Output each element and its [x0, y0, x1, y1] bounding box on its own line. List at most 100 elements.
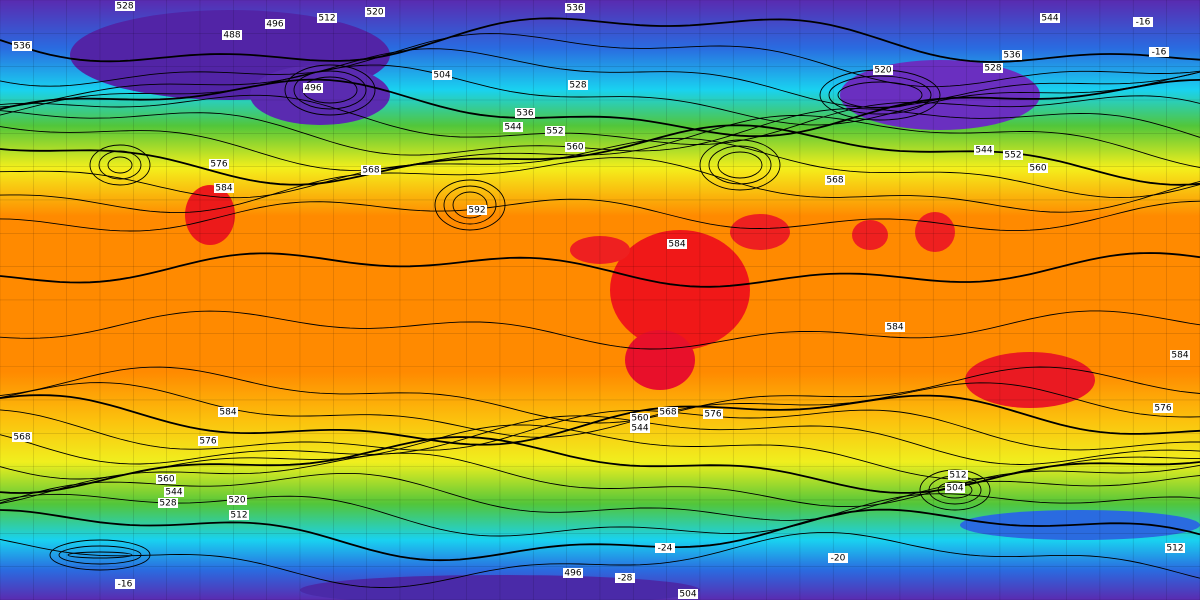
contour-line — [0, 33, 1200, 88]
label-box — [630, 423, 650, 433]
label-box — [227, 495, 247, 505]
contour-label: 576 — [704, 410, 721, 420]
contour-label: 488 — [223, 31, 240, 41]
contour-label: 584 — [886, 323, 903, 333]
label-box — [265, 19, 285, 29]
closed-contour — [937, 481, 973, 499]
contour-label: -24 — [658, 544, 673, 554]
label-box — [658, 407, 678, 417]
contour-line — [0, 493, 1200, 537]
contour-label: 576 — [199, 437, 216, 447]
contour-label: 528 — [159, 499, 176, 509]
label-box — [209, 159, 229, 169]
label-box — [1003, 150, 1023, 160]
contour-label: 544 — [165, 488, 182, 498]
contour-label: 504 — [679, 590, 696, 600]
label-box — [115, 579, 135, 589]
contour-line — [0, 472, 1200, 521]
contour-line — [0, 78, 1200, 138]
contour-line — [0, 198, 1200, 232]
closed-contour — [284, 64, 376, 116]
contour-label: 560 — [1029, 164, 1046, 174]
label-box — [667, 239, 687, 249]
label-box — [945, 483, 965, 493]
label-box — [164, 487, 184, 497]
label-box — [1133, 17, 1153, 27]
label-box — [974, 145, 994, 155]
label-box — [214, 183, 234, 193]
label-box — [885, 322, 905, 332]
contour-line — [0, 17, 1200, 63]
label-box — [630, 413, 650, 423]
contour-label: 584 — [215, 184, 232, 194]
label-box — [568, 80, 588, 90]
label-box — [615, 573, 635, 583]
contour-label: 584 — [1171, 351, 1188, 361]
contour-label: 536 — [1003, 51, 1020, 61]
label-box — [1170, 350, 1190, 360]
closed-contour — [293, 70, 367, 110]
contour-line — [0, 409, 1200, 451]
contour-label: 528 — [984, 64, 1001, 74]
contour-line — [0, 436, 1200, 494]
contour-label: 544 — [504, 123, 521, 133]
label-box — [1153, 403, 1173, 413]
label-box — [565, 142, 585, 152]
contour-label: 520 — [874, 66, 891, 76]
closed-contour — [699, 139, 781, 191]
contour-label: 568 — [826, 176, 843, 186]
label-box — [158, 498, 178, 508]
contour-line — [0, 366, 1200, 424]
label-box — [1028, 163, 1048, 173]
label-box — [361, 165, 381, 175]
contour-line — [0, 64, 1200, 126]
contour-line — [0, 157, 1200, 214]
contour-line — [0, 394, 1200, 446]
closed-contour — [717, 151, 763, 179]
label-box — [515, 108, 535, 118]
closed-contour — [98, 150, 142, 180]
contour-label: 536 — [516, 109, 533, 119]
label-box — [229, 510, 249, 520]
contour-label: 520 — [228, 496, 245, 506]
contour-label: 560 — [157, 475, 174, 485]
closed-contour — [58, 545, 142, 565]
contour-label: 568 — [362, 166, 379, 176]
label-box — [655, 543, 675, 553]
contour-line — [0, 508, 1200, 562]
contour-label: 504 — [946, 484, 963, 494]
label-box — [678, 589, 698, 599]
contour-label: 576 — [1154, 404, 1171, 414]
label-box — [432, 70, 452, 80]
contour-label: -16 — [1136, 18, 1151, 28]
contour-label: 528 — [116, 2, 133, 12]
contour-label: 496 — [564, 569, 581, 579]
closed-contour — [828, 75, 932, 115]
label-box — [115, 1, 135, 11]
contour-label: -16 — [1152, 48, 1167, 58]
label-box — [1149, 47, 1169, 57]
contour-label: -16 — [118, 580, 133, 590]
closed-contour — [107, 156, 133, 174]
label-box — [12, 432, 32, 442]
contour-label: 560 — [566, 143, 583, 153]
contour-line — [0, 48, 1200, 108]
contour-label: 552 — [1004, 151, 1021, 161]
contour-label: 568 — [13, 433, 30, 443]
label-box — [365, 7, 385, 17]
label-box — [317, 13, 337, 23]
contour-label: 544 — [975, 146, 992, 156]
contour-label: 504 — [433, 71, 450, 81]
contour-label: 584 — [668, 240, 685, 250]
label-box — [825, 175, 845, 185]
contour-label: 496 — [304, 84, 321, 94]
contour-line — [0, 114, 1200, 171]
contours — [0, 17, 1200, 588]
contour-line — [0, 108, 1200, 156]
contour-line — [0, 252, 1200, 288]
label-box — [828, 553, 848, 563]
contour-line — [0, 531, 1200, 588]
contour-label: 512 — [230, 511, 247, 521]
